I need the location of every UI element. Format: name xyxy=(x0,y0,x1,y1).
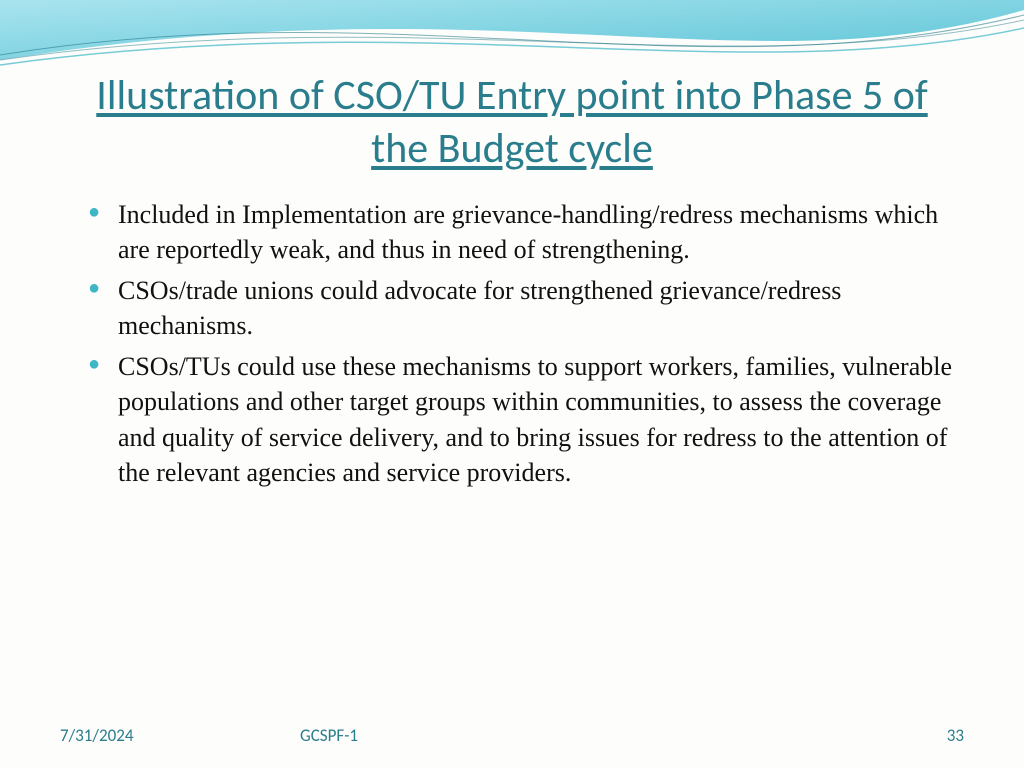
slide-footer: 7/31/2024 GCSPF-1 33 xyxy=(0,725,1024,746)
bullet-item: CSOs/trade unions could advocate for str… xyxy=(88,273,954,343)
bullet-list: Included in Implementation are grievance… xyxy=(70,197,954,496)
footer-date: 7/31/2024 xyxy=(60,725,260,746)
slide-title: Illustration of CSO/TU Entry point into … xyxy=(70,70,954,175)
footer-page-number: 33 xyxy=(947,725,964,746)
bullet-item: CSOs/TUs could use these mechanisms to s… xyxy=(88,349,954,489)
footer-center: GCSPF-1 xyxy=(300,725,358,746)
bullet-item: Included in Implementation are grievance… xyxy=(88,197,954,267)
slide: Illustration of CSO/TU Entry point into … xyxy=(0,0,1024,768)
